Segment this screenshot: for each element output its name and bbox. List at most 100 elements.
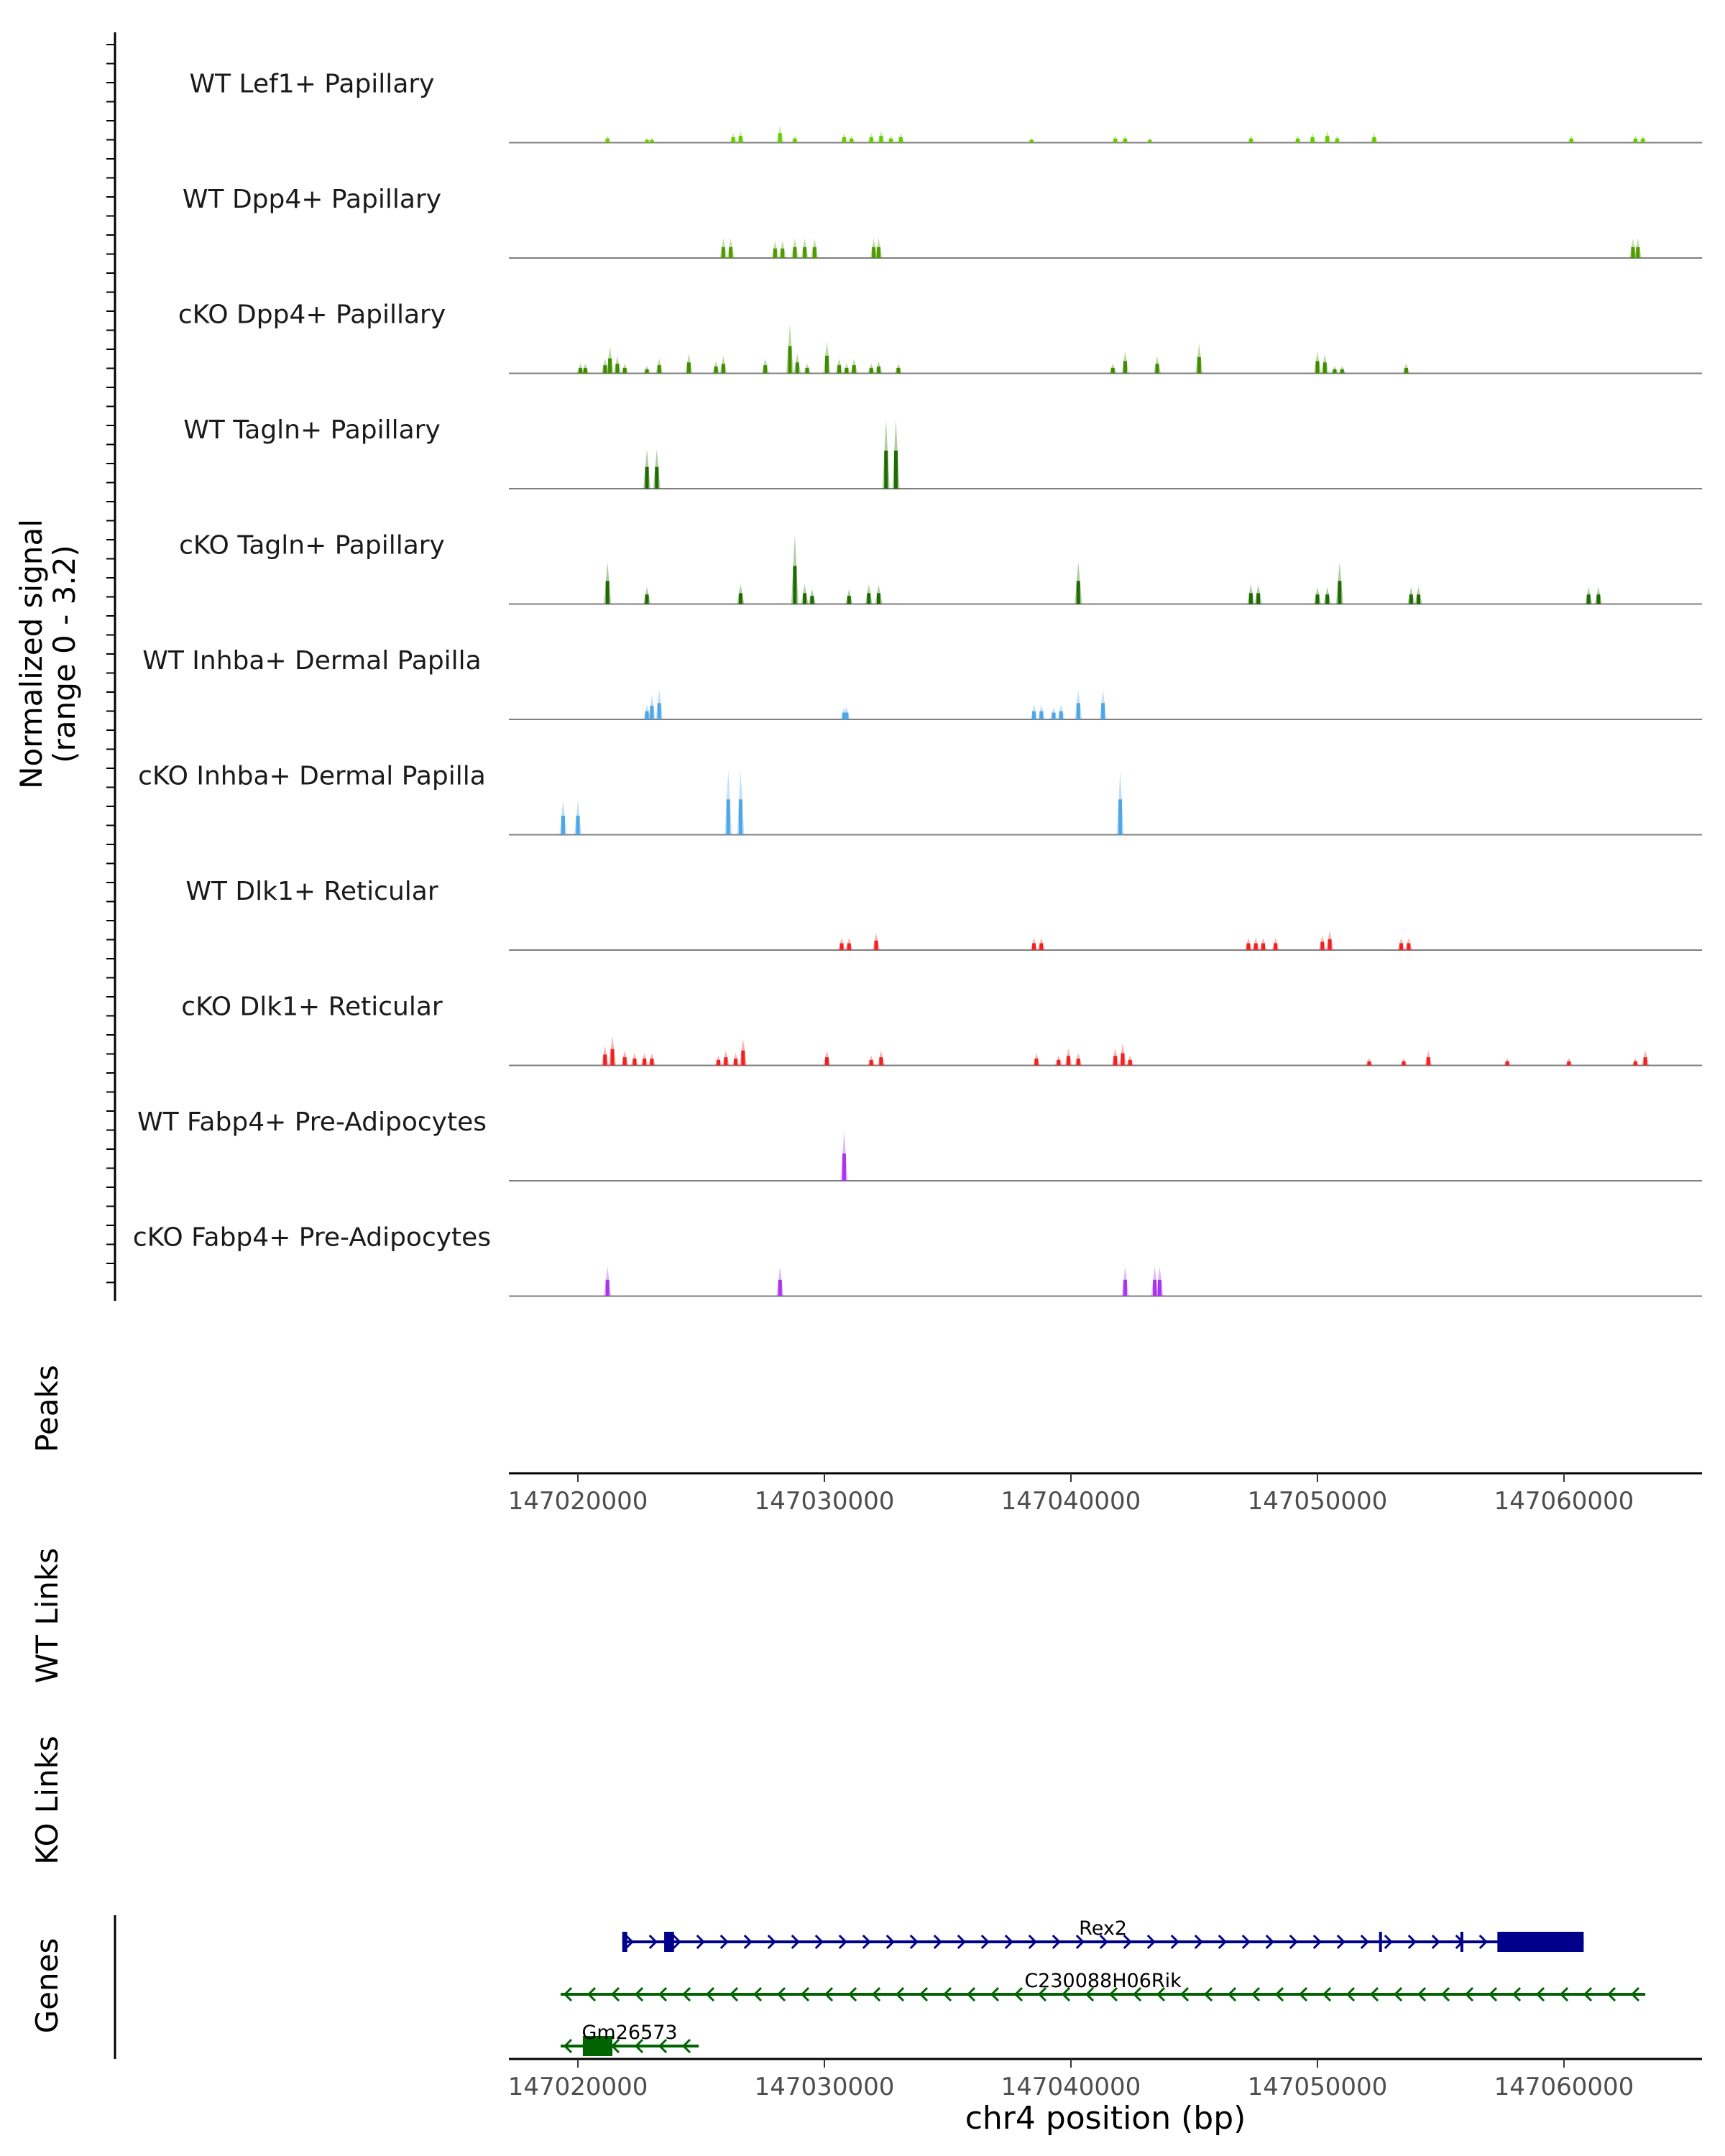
- signal-peak: [1197, 356, 1201, 374]
- signal-peak: [1076, 581, 1080, 604]
- strand-chevron: [1013, 1986, 1024, 2002]
- signal-peak: [738, 136, 742, 143]
- signal-peak: [1248, 593, 1253, 604]
- signal-peak: [643, 1059, 647, 1066]
- track-label: cKO Dlk1+ Reticular: [181, 992, 443, 1022]
- signal-peak: [605, 138, 610, 143]
- y-axis-title-line1: Normalized signal: [14, 519, 49, 789]
- signal-peak: [731, 137, 735, 143]
- strand-chevron: [1227, 1986, 1237, 2002]
- strand-chevron: [1132, 1986, 1142, 2002]
- bottom-x-axis-tick-label: 147040000: [1001, 2073, 1141, 2101]
- signal-peak: [738, 593, 742, 604]
- signal-peak: [824, 355, 829, 374]
- signal-peak: [605, 581, 610, 604]
- strand-chevron: [1194, 1934, 1203, 1950]
- signal-peak: [734, 1059, 738, 1066]
- signal-peak: [1372, 137, 1376, 143]
- signal-peak: [576, 816, 580, 835]
- track-cko-dpp4-papillary: cKO Dpp4+ Papillary: [178, 300, 1702, 374]
- signal-peak: [603, 365, 607, 374]
- signal-peak: [1254, 943, 1258, 950]
- signal-peak: [803, 247, 807, 258]
- signal-peak: [1256, 593, 1261, 604]
- signal-peak: [795, 362, 799, 374]
- signal-peak: [608, 358, 612, 374]
- strand-chevron: [586, 1986, 597, 2002]
- strand-chevron: [1085, 1986, 1095, 2002]
- signal-peak: [1148, 139, 1152, 143]
- strand-chevron: [672, 1934, 681, 1950]
- strand-chevron: [1123, 1934, 1132, 1950]
- strand-chevron: [648, 1934, 658, 1950]
- signal-peak: [1643, 1057, 1647, 1066]
- strand-chevron: [1146, 1934, 1156, 1950]
- signal-peak: [1399, 943, 1404, 950]
- strand-chevron: [1407, 1934, 1417, 1950]
- strand-chevron: [625, 1934, 634, 1950]
- strand-chevron: [1464, 1986, 1474, 2002]
- signal-peak: [1367, 1061, 1371, 1066]
- signal-peak: [717, 1059, 721, 1066]
- signal-peak: [645, 139, 649, 143]
- signal-peak: [793, 247, 797, 258]
- signal-peak: [845, 712, 849, 719]
- signal-peak: [1404, 367, 1408, 374]
- signal-peak: [1032, 711, 1036, 719]
- gene-exon: [1497, 1932, 1584, 1952]
- signal-peak: [872, 247, 876, 258]
- strand-chevron: [1108, 1986, 1118, 2002]
- strand-chevron: [1156, 1986, 1166, 2002]
- panel-label-genes: Genes: [29, 1938, 65, 2034]
- signal-peak: [1157, 1279, 1162, 1296]
- signal-peak: [714, 367, 718, 374]
- signal-peak: [1322, 362, 1327, 374]
- top-x-axis-tick-label: 147050000: [1248, 1487, 1388, 1516]
- signal-peak: [657, 703, 661, 719]
- signal-peak: [778, 133, 782, 143]
- strand-chevron: [990, 1986, 1000, 2002]
- top-x-axis: 147020000 147030000 147040000 147050000 1470…: [508, 1473, 1634, 1516]
- track-cko-tagln-papillary: cKO Tagln+ Papillary: [179, 531, 1702, 605]
- strand-chevron: [776, 1986, 786, 2002]
- signal-peak: [1155, 364, 1159, 374]
- strand-chevron: [871, 1986, 881, 2002]
- signal-peak: [615, 364, 620, 374]
- strand-chevron: [1241, 1934, 1251, 1950]
- signal-peak: [1113, 138, 1118, 143]
- coverage-tracks: WT Lef1+ Papillary WT Dpp4+ Papillary cKO …: [133, 70, 1702, 1297]
- signal-peak: [1121, 1053, 1125, 1066]
- strand-chevron: [933, 1934, 942, 1950]
- track-label: cKO Dpp4+ Papillary: [178, 300, 446, 330]
- signal-peak: [810, 596, 814, 604]
- track-wt-dlk1-reticular: WT Dlk1+ Reticular: [185, 877, 1702, 951]
- strand-chevron: [895, 1986, 905, 2002]
- strand-chevron: [610, 1986, 620, 2002]
- gene-label: C230088H06Rik: [1024, 1970, 1182, 1992]
- signal-peak: [645, 711, 649, 719]
- signal-peak: [840, 943, 844, 950]
- strand-chevron: [1289, 1934, 1298, 1950]
- strand-chevron: [1274, 1986, 1284, 2002]
- strand-chevron: [1384, 1934, 1393, 1950]
- track-label: cKO Inhba+ Dermal Papilla: [138, 762, 486, 791]
- signal-peak: [788, 346, 792, 374]
- track-label: WT Lef1+ Papillary: [190, 70, 435, 99]
- signal-peak: [793, 566, 797, 604]
- signal-peak: [610, 1049, 615, 1066]
- signal-peak: [847, 943, 851, 950]
- signal-peak: [1320, 941, 1325, 950]
- signal-peak: [1118, 799, 1123, 835]
- strand-chevron: [1606, 1986, 1616, 2002]
- gene-exon: [1379, 1932, 1382, 1952]
- signal-peak: [1567, 1061, 1571, 1066]
- signal-peak: [1310, 137, 1315, 143]
- track-cko-inhba-dermal-papilla: cKO Inhba+ Dermal Papilla: [138, 762, 1702, 836]
- signal-peak: [781, 248, 785, 258]
- track-label: WT Fabp4+ Pre-Adipocytes: [137, 1107, 487, 1137]
- strand-chevron: [681, 1986, 691, 2002]
- bottom-x-axis-tick-label: 147030000: [755, 2073, 895, 2101]
- strand-chevron: [1336, 1934, 1346, 1950]
- signal-peak: [1633, 138, 1637, 143]
- signal-peak: [1505, 1061, 1509, 1066]
